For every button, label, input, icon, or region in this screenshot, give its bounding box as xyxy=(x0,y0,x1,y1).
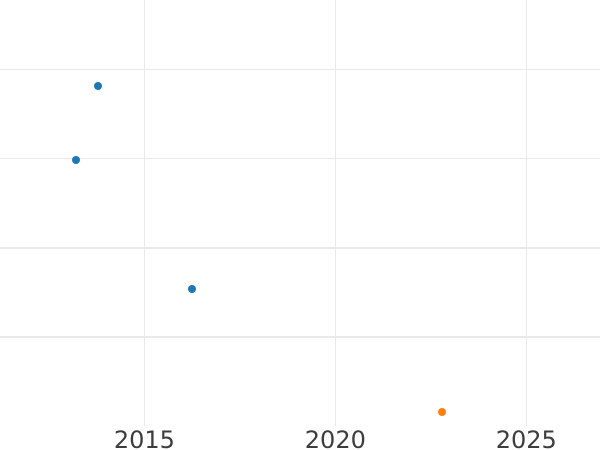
x-tick-label: 2025 xyxy=(495,426,557,450)
plot-area xyxy=(0,0,600,426)
horizontal-gridline xyxy=(0,247,600,249)
vertical-gridline xyxy=(525,0,528,426)
data-point-blue-series xyxy=(72,155,81,164)
data-point-blue-series xyxy=(187,284,196,293)
data-point-orange-series xyxy=(437,407,446,416)
x-tick-label: 2020 xyxy=(304,426,366,450)
horizontal-gridline xyxy=(0,157,600,160)
vertical-gridline xyxy=(143,0,146,426)
vertical-gridline xyxy=(334,0,337,426)
x-tick-label: 2015 xyxy=(113,426,175,450)
x-axis: 2015 2020 2025 xyxy=(0,426,600,450)
data-point-blue-series xyxy=(94,81,103,90)
horizontal-gridline xyxy=(0,68,600,71)
horizontal-gridline xyxy=(0,336,600,338)
